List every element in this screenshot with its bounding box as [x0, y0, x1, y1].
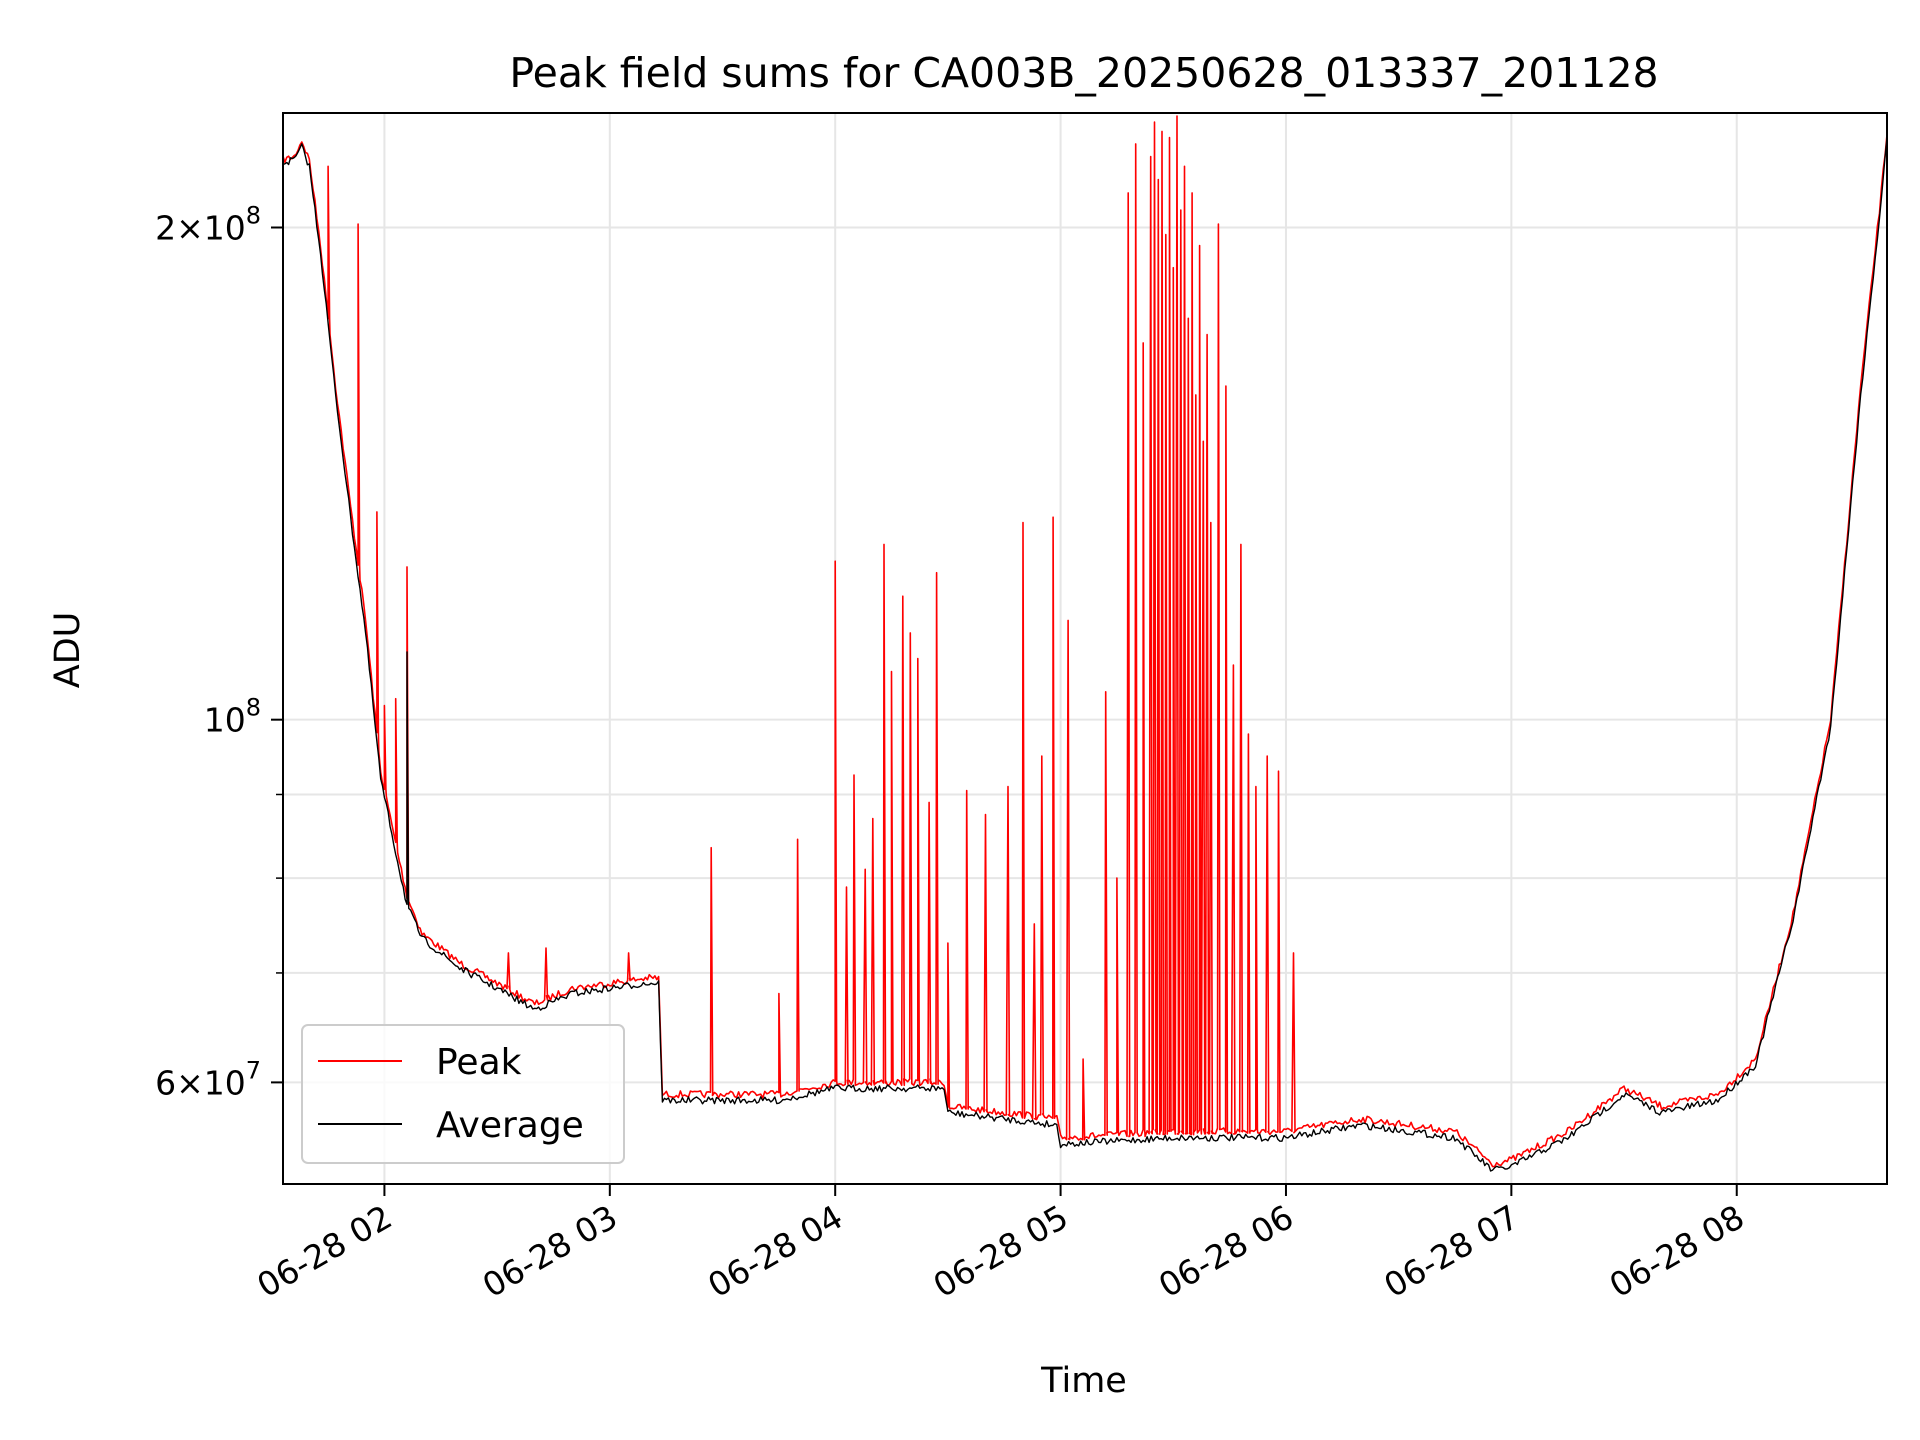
series-peak: [283, 115, 1887, 1168]
x-tick-label: 06-28 03: [476, 1197, 624, 1305]
grid-layer: [283, 113, 1887, 1184]
legend-box: [301, 1024, 625, 1164]
series-layer: [283, 115, 1887, 1172]
series-average: [283, 137, 1887, 1172]
y-axis-label: ADU: [48, 612, 88, 689]
legend-label: Peak: [436, 1042, 522, 1083]
chart-title: Peak field sums for CA003B_20250628_0133…: [509, 49, 1658, 97]
x-tick-label: 06-28 02: [250, 1197, 398, 1305]
legend-label: Average: [436, 1105, 584, 1146]
x-tick-label: 06-28 04: [701, 1197, 849, 1305]
y-tick-label: 2×108: [155, 202, 261, 248]
legend: Peak Average: [301, 1024, 625, 1164]
y-tick-label: 6×107: [155, 1056, 261, 1102]
x-tick-label: 06-28 06: [1152, 1197, 1300, 1305]
y-tick-label: 108: [204, 694, 261, 740]
plot-frame: [282, 112, 1888, 1185]
series-line-peak: [283, 115, 1887, 1168]
x-tick-label: 06-28 08: [1603, 1197, 1751, 1305]
series-line-average: [283, 137, 1887, 1172]
x-axis-label: Time: [1040, 1361, 1127, 1401]
x-tick-label: 06-28 07: [1377, 1197, 1525, 1305]
x-tick-label: 06-28 05: [927, 1197, 1075, 1305]
